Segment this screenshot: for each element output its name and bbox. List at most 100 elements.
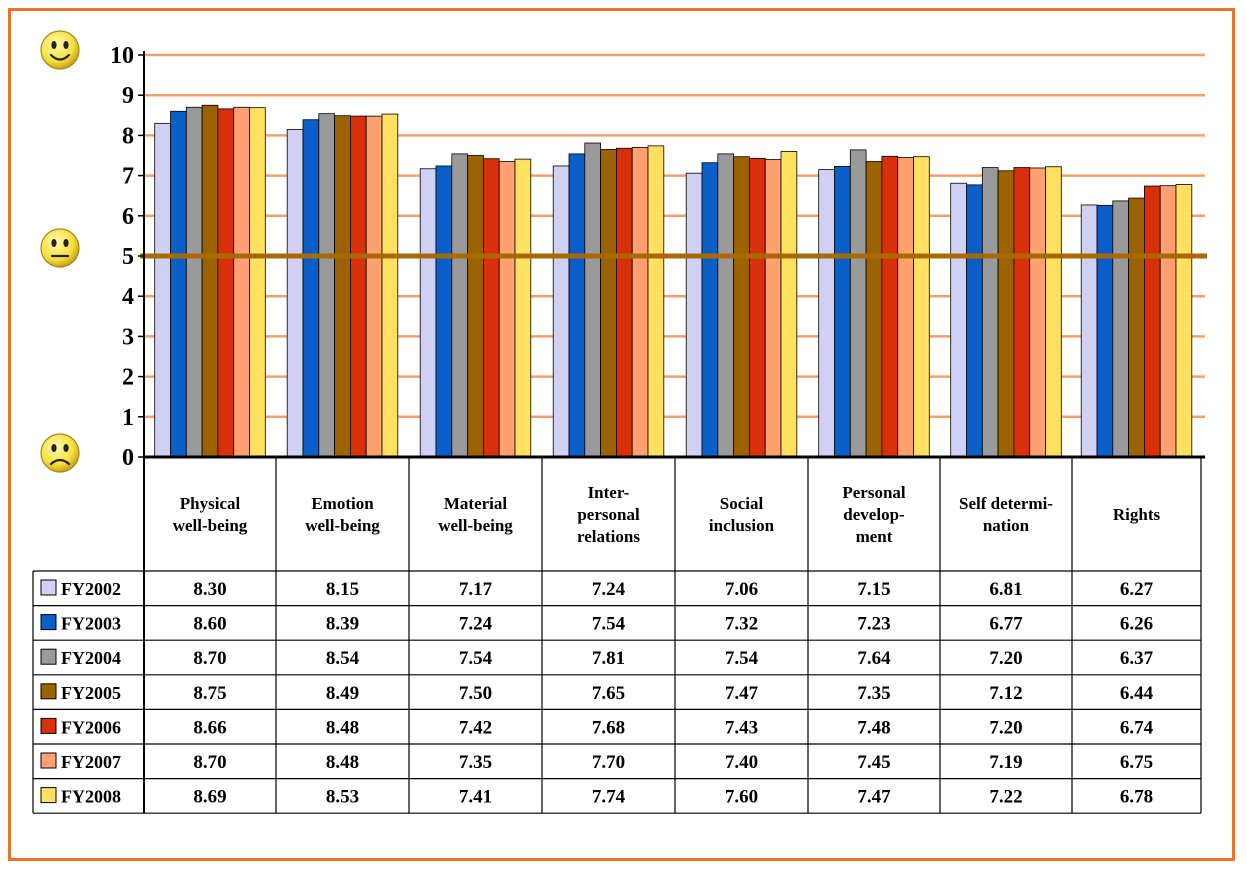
bar-fy2002 [950, 182, 967, 458]
y-tick-label: 8 [122, 123, 134, 149]
y-tick-label: 5 [122, 244, 134, 270]
table-cell-value: 8.53 [326, 787, 359, 808]
bar-fy2002 [419, 168, 437, 458]
y-tick-label: 0 [122, 445, 134, 471]
y-tick-label: 3 [122, 324, 134, 350]
table-cell-value: 7.54 [459, 648, 493, 669]
category-label: Rights [1113, 505, 1161, 524]
table-cell-value: 7.54 [592, 614, 626, 635]
category-label: nation [983, 516, 1030, 535]
bar-fy2006 [1144, 185, 1161, 458]
table-cell-value: 7.70 [592, 752, 625, 773]
bar-fy2006 [1013, 167, 1031, 458]
bar-fy2007 [1029, 167, 1046, 458]
table-cell-value: 7.35 [459, 752, 492, 773]
table-cell-value: 8.66 [193, 717, 226, 738]
bar-fy2005 [997, 170, 1015, 458]
bar-fy2007 [897, 157, 914, 458]
table-cell-value: 7.47 [857, 787, 891, 808]
bar-fy2008 [647, 145, 665, 458]
bar-fy2007 [498, 161, 516, 458]
category-label: Social [720, 494, 764, 513]
bar-fy2003 [1096, 204, 1114, 458]
table-cell-value: 7.24 [459, 614, 493, 635]
table-cell-value: 8.15 [326, 579, 359, 600]
bar-fy2008 [249, 107, 266, 458]
legend-label: FY2007 [61, 752, 121, 772]
bar-fy2007 [365, 115, 383, 458]
category-label: Inter- [588, 483, 630, 502]
bar-fy2006 [749, 157, 766, 458]
bar-fy2003 [302, 119, 320, 458]
table-cell-value: 7.81 [592, 648, 625, 669]
bar-fy2005 [1128, 197, 1145, 458]
legend-label: FY2008 [61, 787, 121, 807]
table-cell-value: 7.50 [459, 683, 492, 704]
table-cell-value: 7.47 [725, 683, 759, 704]
table-cell-value: 7.40 [725, 752, 758, 773]
bar-fy2003 [435, 165, 453, 458]
table-cell-value: 7.48 [857, 717, 890, 738]
bar-fy2002 [154, 122, 171, 458]
bar-fy2005 [201, 104, 219, 458]
bar-fy2008 [1175, 184, 1193, 458]
table-cell-value: 8.30 [193, 579, 226, 600]
category-label: ment [856, 527, 893, 546]
table-cell-value: 7.68 [592, 717, 625, 738]
bar-fy2004 [981, 167, 999, 458]
table-cell-value: 7.64 [857, 648, 891, 669]
legend-label: FY2002 [61, 579, 121, 599]
table-cell-value: 6.75 [1120, 752, 1153, 773]
table-cell-value: 8.48 [326, 717, 359, 738]
table-cell-value: 8.39 [326, 614, 359, 635]
category-label: well-being [305, 516, 380, 535]
table-cell-value: 7.60 [725, 787, 758, 808]
bar-fy2002 [552, 165, 570, 458]
smiley-neutral-icon [40, 228, 80, 268]
table-cell-value: 6.44 [1120, 683, 1154, 704]
category-label: well-being [438, 516, 513, 535]
table-cell-value: 6.27 [1120, 579, 1154, 600]
table-cell-value: 7.20 [989, 648, 1022, 669]
table-cell-value: 6.37 [1120, 648, 1154, 669]
table-cell-value: 7.74 [592, 787, 626, 808]
bar-fy2006 [881, 155, 899, 458]
smiley-sad-icon [40, 433, 80, 473]
bar-fy2005 [467, 155, 484, 458]
table-cell-value: 7.54 [725, 648, 759, 669]
legend-label: FY2005 [61, 683, 121, 703]
table-cell-value: 7.45 [857, 752, 890, 773]
bar-fy2006 [616, 147, 633, 458]
category-label: personal [577, 505, 640, 524]
bar-fy2007 [631, 147, 649, 458]
category-label: Emotion [311, 494, 374, 513]
bar-fy2004 [1112, 200, 1130, 458]
table-cell-value: 7.06 [725, 579, 758, 600]
bar-fy2008 [913, 156, 930, 458]
bar-fy2004 [849, 149, 867, 458]
bar-fy2004 [451, 153, 468, 458]
category-label: Self determi- [959, 494, 1053, 513]
legend-label: FY2003 [61, 614, 121, 634]
category-label: Physical [180, 494, 241, 513]
table-cell-value: 8.75 [193, 683, 226, 704]
table-cell-value: 6.77 [989, 614, 1023, 635]
y-tick-label: 10 [110, 43, 134, 69]
category-label: relations [577, 527, 640, 546]
table-cell-value: 7.22 [989, 787, 1022, 808]
bar-fy2004 [318, 113, 335, 458]
table-cell-value: 7.20 [989, 717, 1022, 738]
bar-fy2006 [217, 108, 235, 458]
y-tick-label: 4 [122, 284, 134, 310]
y-tick-label: 7 [122, 164, 134, 190]
bar-fy2008 [1045, 166, 1062, 458]
legend-swatch [40, 648, 57, 665]
table-cell-value: 7.17 [459, 579, 493, 600]
table-cell-value: 8.70 [193, 648, 226, 669]
bar-fy2004 [717, 153, 734, 458]
table-cell-value: 7.43 [725, 717, 758, 738]
data-table: Physical well-being Emotion well-being Mater… [32, 457, 1202, 814]
smiley-icons [40, 30, 80, 473]
bar-fy2002 [685, 172, 703, 458]
